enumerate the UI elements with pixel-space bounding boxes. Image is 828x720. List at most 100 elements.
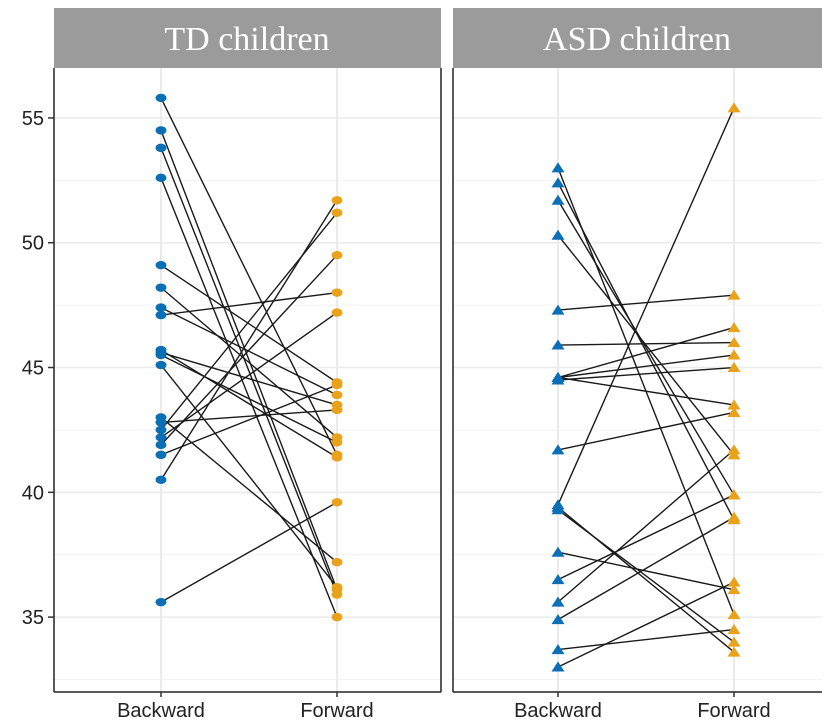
td-backward-point-4 [155,260,167,270]
td-forward-point-2 [331,590,343,599]
asd-forward-point-19 [727,576,741,587]
td-backward-point-2 [155,143,167,153]
asd-forward-point-0 [727,609,741,620]
asd-pair-line-9 [557,376,735,406]
td-backward-point-7 [155,310,167,320]
td-pair-line-10 [160,354,338,444]
asd-backward-point-15 [551,574,565,585]
asd-pair-line-7 [557,354,735,379]
td-pair-line-15 [160,254,338,446]
asd-pair-line-15 [557,494,735,581]
asd-backward-point-1 [551,177,565,188]
strip-label-asd: ASD children [543,21,731,58]
asd-forward-point-11 [727,102,741,113]
td-pair-line-19 [160,501,338,603]
td-forward-point-10 [331,438,343,447]
td-backward-point-16 [155,450,167,460]
y-tick-label-1: 40 [22,482,44,504]
td-pair-line-6 [160,306,338,396]
td-backward-point-6 [155,303,167,312]
td-forward-point-19 [331,498,343,507]
td-pair-line-3 [160,177,338,618]
asd-forward-point-18 [727,624,741,635]
td-pair-line-1 [160,130,338,590]
asd-backward-point-3 [551,229,565,240]
td-forward-point-17 [331,196,343,205]
td-forward-point-8 [331,453,343,462]
td-pair-line-8 [160,349,338,458]
asd-pair-line-16 [557,449,735,603]
asd-pair-line-1 [557,182,735,521]
asd-backward-point-14 [551,546,565,557]
td-backward-point-11 [155,360,167,370]
td-forward-point-3 [331,612,343,622]
td-backward-point-17 [155,475,167,485]
td-backward-point-14 [155,433,167,442]
td-forward-point-6 [331,390,343,400]
strip-td [54,8,441,68]
asd-forward-point-9 [727,399,741,410]
asd-pair-line-10 [557,411,735,451]
y-tick-label-4: 55 [22,108,44,130]
plot-area-asd [452,68,822,693]
td-forward-point-14 [331,308,343,317]
asd-backward-point-2 [551,194,565,205]
asd-forward-point-16 [727,444,741,455]
asd-pair-line-11 [557,107,735,506]
asd-backward-point-5 [551,339,565,350]
td-pair-line-18 [160,212,338,431]
td-backward-point-0 [155,93,167,103]
asd-pair-line-2 [557,199,735,496]
td-pair-line-17 [160,199,338,481]
td-pair-line-2 [160,147,338,595]
td-forward-point-18 [331,208,343,217]
td-forward-point-11 [331,582,343,592]
asd-backward-point-18 [551,644,565,655]
asd-backward-point-9 [551,372,565,383]
panel-td: TD children [53,8,442,693]
asd-pair-line-4 [557,294,735,311]
asd-forward-point-5 [727,337,741,348]
td-pair-line-7 [160,291,338,316]
x-tick-label-asd-1: Forward [697,700,770,720]
td-pair-line-4 [160,264,338,384]
td-backward-point-3 [155,173,167,183]
asd-backward-point-4 [551,304,565,315]
asd-forward-point-7 [727,349,741,360]
y-tick-label-2: 45 [22,358,44,380]
td-pair-line-11 [160,364,338,588]
y-tick-label-0: 35 [22,607,44,629]
asd-forward-point-10 [727,406,741,417]
x-tick-label-asd-0: Backward [514,700,602,720]
asd-pair-line-19 [557,581,735,668]
td-backward-point-1 [155,126,167,135]
td-forward-point-13 [331,405,343,415]
td-pair-line-0 [160,97,338,456]
td-pair-line-12 [160,416,338,563]
asd-backward-point-16 [551,596,565,607]
td-backward-point-10 [155,350,167,360]
asd-pair-line-6 [557,326,735,379]
td-pair-line-16 [160,384,338,456]
x-axis: Backward Forward Backward Forward [117,692,771,720]
asd-backward-point-13 [551,504,565,515]
panel-asd: ASD children [452,8,822,693]
asd-forward-point-4 [727,289,741,300]
td-forward-point-12 [331,558,343,567]
asd-backward-point-17 [551,614,565,625]
td-forward-point-16 [331,380,343,390]
td-backward-point-13 [155,418,167,427]
td-backward-point-5 [155,283,167,292]
td-forward-point-15 [331,251,343,260]
asd-backward-point-0 [551,162,565,173]
strip-asd [453,8,822,68]
asd-backward-point-19 [551,661,565,672]
td-pair-line-14 [160,312,338,438]
asd-forward-point-17 [727,511,741,522]
asd-pair-line-13 [557,509,735,643]
asd-pair-line-17 [557,516,735,621]
asd-forward-point-14 [727,584,741,595]
x-tick-label-td-0: Backward [117,700,205,720]
asd-pair-line-8 [557,366,735,381]
